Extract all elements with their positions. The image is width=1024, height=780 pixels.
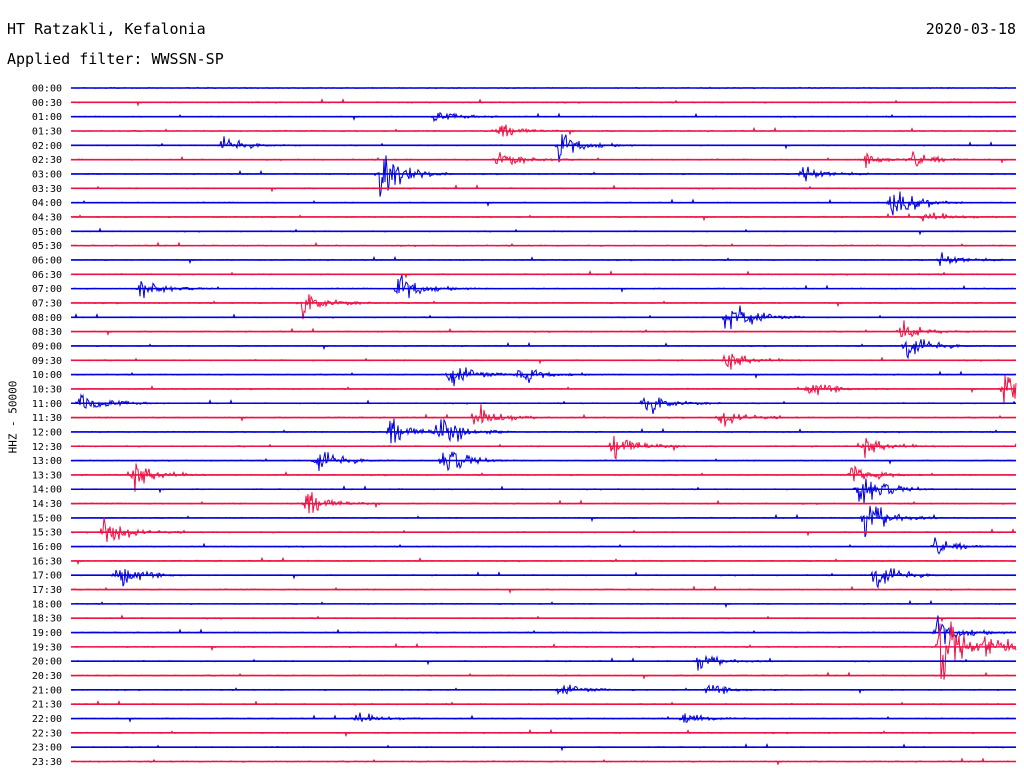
time-label: 04:30 <box>32 212 62 223</box>
time-label: 06:00 <box>32 255 62 266</box>
seismic-trace <box>70 615 1017 645</box>
seismic-trace <box>70 320 1017 338</box>
time-label: 22:00 <box>32 714 62 725</box>
time-label: 03:00 <box>32 169 62 180</box>
seismic-trace <box>70 393 1017 414</box>
seismic-trace <box>70 155 1017 197</box>
seismic-trace <box>70 435 1017 461</box>
time-label: 01:30 <box>32 126 62 137</box>
time-label: 21:30 <box>32 700 62 711</box>
time-label: 17:30 <box>32 585 62 596</box>
time-label: 14:00 <box>32 485 62 496</box>
seismic-trace <box>70 252 1017 266</box>
seismic-trace <box>70 134 1017 163</box>
time-label: 02:30 <box>32 155 62 166</box>
seismic-trace <box>70 537 1017 555</box>
time-label: 23:30 <box>32 757 62 768</box>
time-label: 16:30 <box>32 556 62 567</box>
seismic-trace <box>70 568 1017 589</box>
time-label: 07:00 <box>32 284 62 295</box>
time-label: 02:00 <box>32 141 62 152</box>
time-label: 15:30 <box>32 528 62 539</box>
time-label: 12:30 <box>32 442 62 453</box>
time-label: 16:00 <box>32 542 62 553</box>
time-label: 05:00 <box>32 227 62 238</box>
time-label: 03:30 <box>32 184 62 195</box>
time-label: 18:30 <box>32 614 62 625</box>
time-label: 09:30 <box>32 356 62 367</box>
seismic-trace <box>70 191 1016 216</box>
time-label: 22:30 <box>32 728 62 739</box>
time-label: 20:00 <box>32 657 62 668</box>
time-label: 20:30 <box>32 671 62 682</box>
time-label: 23:00 <box>32 743 62 754</box>
time-label: 00:30 <box>32 98 62 109</box>
time-label: 13:30 <box>32 470 62 481</box>
seismic-trace <box>70 418 1017 444</box>
seismic-trace <box>70 367 1017 387</box>
time-label: 17:00 <box>32 571 62 582</box>
time-label: 05:30 <box>32 241 62 252</box>
seismic-trace <box>70 274 1017 299</box>
time-label: 10:00 <box>32 370 62 381</box>
seismic-trace <box>70 517 1017 542</box>
time-label: 18:00 <box>32 599 62 610</box>
date-label: 2020-03-18 <box>925 20 1016 38</box>
seismic-trace <box>70 712 1017 723</box>
time-label: 13:00 <box>32 456 62 467</box>
time-label: 15:00 <box>32 513 62 524</box>
seismic-trace <box>70 339 1017 360</box>
time-label: 10:30 <box>32 384 62 395</box>
seismic-trace <box>70 478 1017 505</box>
time-label: 19:00 <box>32 628 62 639</box>
time-label: 00:00 <box>32 84 62 95</box>
time-label: 07:30 <box>32 298 62 309</box>
time-label: 01:00 <box>32 112 62 123</box>
time-label: 06:30 <box>32 270 62 281</box>
seismic-trace <box>70 451 1017 472</box>
station-title: HT Ratzakli, Kefalonia <box>7 20 206 38</box>
time-label: 12:00 <box>32 427 62 438</box>
time-label: 11:30 <box>32 413 62 424</box>
time-label: 04:00 <box>32 198 62 209</box>
time-label: 08:00 <box>32 313 62 324</box>
time-label: 21:00 <box>32 685 62 696</box>
seismic-trace <box>70 621 1017 680</box>
seismic-trace <box>70 404 1017 427</box>
time-label: 14:30 <box>32 499 62 510</box>
seismic-trace <box>70 654 1017 671</box>
seismic-trace <box>70 353 1017 370</box>
seismic-trace <box>70 294 1017 320</box>
time-label: 19:30 <box>32 642 62 653</box>
time-label: 09:00 <box>32 341 62 352</box>
time-label: 11:00 <box>32 399 62 410</box>
time-label: 08:30 <box>32 327 62 338</box>
filter-label: Applied filter: WWSSN-SP <box>7 50 224 68</box>
